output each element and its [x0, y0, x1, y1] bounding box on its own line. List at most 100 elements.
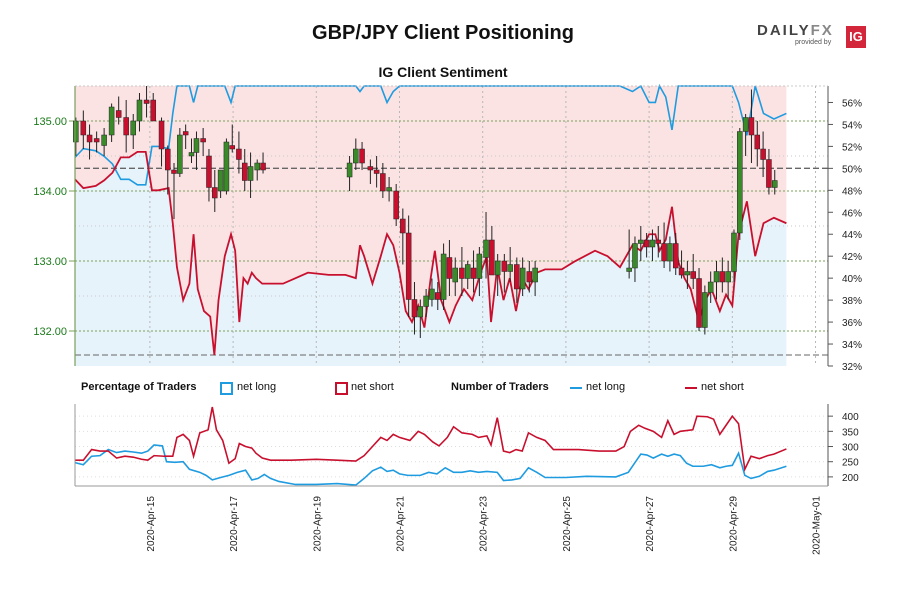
- candle-down: [514, 264, 520, 290]
- candle-down: [373, 169, 380, 174]
- net-long-pct-line: [74, 83, 787, 186]
- candle-down: [754, 134, 761, 150]
- candle-down: [241, 162, 248, 181]
- candle-down: [380, 173, 386, 192]
- price-tick-label: 134.00: [33, 186, 67, 198]
- legend-pct-title: Percentage of Traders: [81, 381, 197, 393]
- candle-up: [254, 162, 260, 171]
- legend-pct-net-long: net long: [237, 381, 277, 393]
- candle-up: [177, 134, 183, 174]
- net-short-area: [75, 86, 787, 356]
- sentiment-tick-label: 32%: [842, 362, 862, 373]
- candle-up: [483, 239, 489, 258]
- candle-down: [212, 187, 218, 199]
- candle-down: [411, 299, 418, 318]
- candle-up: [731, 232, 737, 272]
- candle-down: [470, 267, 477, 279]
- count-tick-label: 350: [842, 427, 859, 438]
- candle-up: [713, 271, 720, 283]
- candle-down: [171, 169, 177, 174]
- candle-down: [150, 99, 156, 122]
- candle-up: [386, 187, 392, 192]
- x-tick-label: 2020-Apr-15: [146, 496, 157, 552]
- sentiment-tick-label: 48%: [842, 186, 862, 197]
- sentiment-tick-label: 40%: [842, 274, 862, 285]
- x-tick-label: 2020-May-01: [812, 496, 823, 555]
- price-tick-label: 133.00: [33, 256, 67, 268]
- dailyfx-logo: DAILYFX provided by IG: [757, 22, 869, 50]
- candle-up: [464, 264, 471, 279]
- x-tick-label: 2020-Apr-29: [728, 496, 739, 552]
- candle-up: [346, 162, 353, 178]
- candle-up: [73, 120, 79, 143]
- candle-up: [108, 106, 115, 136]
- candle-down: [367, 166, 374, 171]
- logo-subtext: provided by: [795, 39, 832, 46]
- candle-down: [446, 257, 453, 279]
- sentiment-tick-label: 42%: [842, 252, 862, 263]
- candle-up: [452, 267, 458, 283]
- candle-down: [182, 131, 189, 136]
- candle-up: [217, 169, 224, 192]
- sentiment-tick-label: 36%: [842, 318, 862, 329]
- candle-up: [440, 253, 447, 300]
- legend-count-long-line: [570, 387, 582, 389]
- candle-down: [661, 243, 667, 262]
- count-tick-label: 250: [842, 458, 859, 469]
- candle-down: [400, 218, 406, 234]
- sentiment-tick-label: 56%: [842, 98, 862, 109]
- legend-count-net-short: net short: [701, 381, 744, 393]
- x-tick-label: 2020-Apr-21: [395, 496, 406, 552]
- candle-up: [626, 267, 632, 272]
- candle-down: [123, 117, 129, 136]
- candle-down: [93, 138, 100, 143]
- sentiment-tick-label: 54%: [842, 120, 862, 131]
- candle-up: [423, 295, 429, 307]
- candle-up: [649, 239, 656, 248]
- sentiment-tick-label: 50%: [842, 164, 862, 175]
- candle-down: [200, 138, 206, 143]
- price-tick-label: 132.00: [33, 326, 67, 338]
- candle-up: [476, 253, 483, 279]
- logo-wordmark: DAILYFX: [757, 22, 834, 39]
- candle-down: [690, 271, 696, 279]
- net-long-area: [75, 151, 787, 366]
- candle-down: [115, 110, 122, 118]
- candle-down: [672, 243, 679, 269]
- candle-down: [678, 267, 685, 276]
- candle-up: [193, 138, 200, 153]
- candle-up: [429, 288, 435, 300]
- legend-count-net-long: net long: [586, 381, 626, 393]
- candle-up: [136, 99, 143, 122]
- sentiment-tick-label: 38%: [842, 296, 862, 307]
- candle-up: [223, 141, 230, 192]
- candle-up: [101, 134, 107, 146]
- candle-down: [526, 271, 533, 283]
- candle-up: [417, 306, 424, 318]
- candle-up: [737, 131, 743, 234]
- candle-down: [696, 278, 702, 328]
- candle-up: [632, 243, 638, 269]
- candle-up: [702, 292, 708, 328]
- candle-up: [188, 152, 195, 157]
- legend-count-title: Number of Traders: [451, 381, 549, 393]
- count-tick-label: 300: [842, 443, 859, 454]
- candle-down: [719, 271, 726, 283]
- candle-down: [393, 190, 399, 220]
- chart-title: GBP/JPY Client Positioning: [312, 22, 574, 44]
- candle-up: [130, 120, 136, 136]
- candle-down: [260, 162, 266, 171]
- candle-up: [247, 166, 254, 181]
- sentiment-tick-label: 34%: [842, 340, 862, 351]
- candle-down: [206, 155, 212, 188]
- price-tick-label: 135.00: [33, 116, 67, 128]
- count-tick-label: 400: [842, 412, 859, 423]
- candle-down: [80, 120, 87, 136]
- candle-down: [143, 99, 150, 104]
- candle-down: [748, 117, 755, 136]
- sentiment-tick-label: 52%: [842, 142, 862, 153]
- candle-down: [359, 148, 365, 164]
- net-short-count-line: [75, 406, 787, 473]
- sentiment-tick-label: 44%: [842, 230, 862, 241]
